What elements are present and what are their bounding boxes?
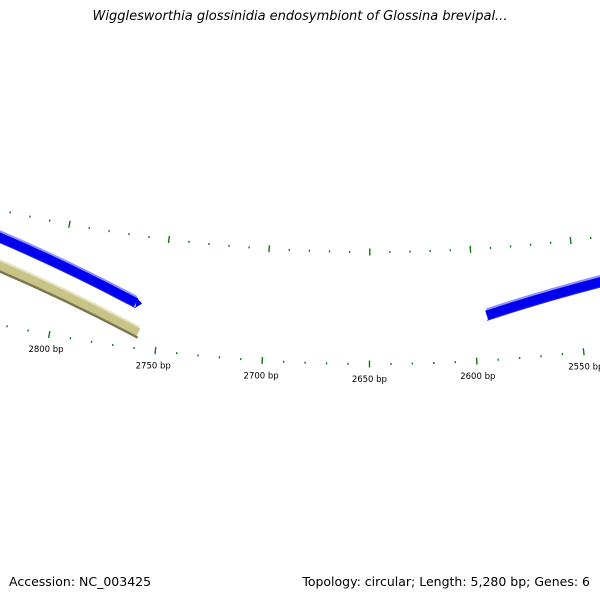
- topology-summary: Topology: circular; Length: 5,280 bp; Ge…: [302, 574, 590, 589]
- gene-forward-WGpWb0004: [0, 259, 141, 339]
- backbone-arc: [0, 0, 600, 155]
- gene-body: [0, 232, 139, 308]
- gene-edge: [0, 270, 138, 338]
- backbone-highlight: [0, 0, 600, 153]
- accession-label: Accession: NC_003425: [9, 574, 152, 589]
- outer-ruler-ticks: [6, 325, 585, 368]
- ruler-label: 2700 bp: [244, 372, 279, 382]
- gene-edge: [0, 230, 138, 298]
- backbone-ring: [0, 0, 600, 155]
- gene-body: [485, 277, 600, 321]
- ruler-tick: [68, 220, 71, 228]
- gene-arrow-head: [135, 297, 143, 308]
- ruler-label: 2750 bp: [136, 362, 171, 372]
- gene-reverse-WGpWb0004: [0, 230, 143, 309]
- ruler-label: 2600 bp: [460, 372, 495, 382]
- gene-reverse-WGpWb0003: [485, 275, 600, 321]
- ruler-tick: [167, 235, 171, 244]
- inner-ruler-ticks: [9, 211, 592, 256]
- ruler-label: 2550 bp: [568, 363, 600, 373]
- gene-body: [0, 261, 141, 337]
- gene-edge: [486, 275, 600, 311]
- gene-edge: [486, 286, 600, 321]
- map-title: Wigglesworthia glossinidia endosymbiont …: [92, 9, 508, 24]
- ruler-tick: [569, 236, 572, 245]
- ruler-tick: [582, 348, 585, 356]
- gene-edge: [0, 270, 139, 339]
- gene-edge: [0, 259, 140, 328]
- ruler-tick: [47, 330, 51, 339]
- gene-features: [0, 230, 600, 339]
- ruler-label: 2650 bp: [352, 375, 387, 385]
- gene-edge: [0, 242, 136, 309]
- ruler-label: 2800 bp: [28, 345, 63, 355]
- ruler-tick: [154, 347, 157, 355]
